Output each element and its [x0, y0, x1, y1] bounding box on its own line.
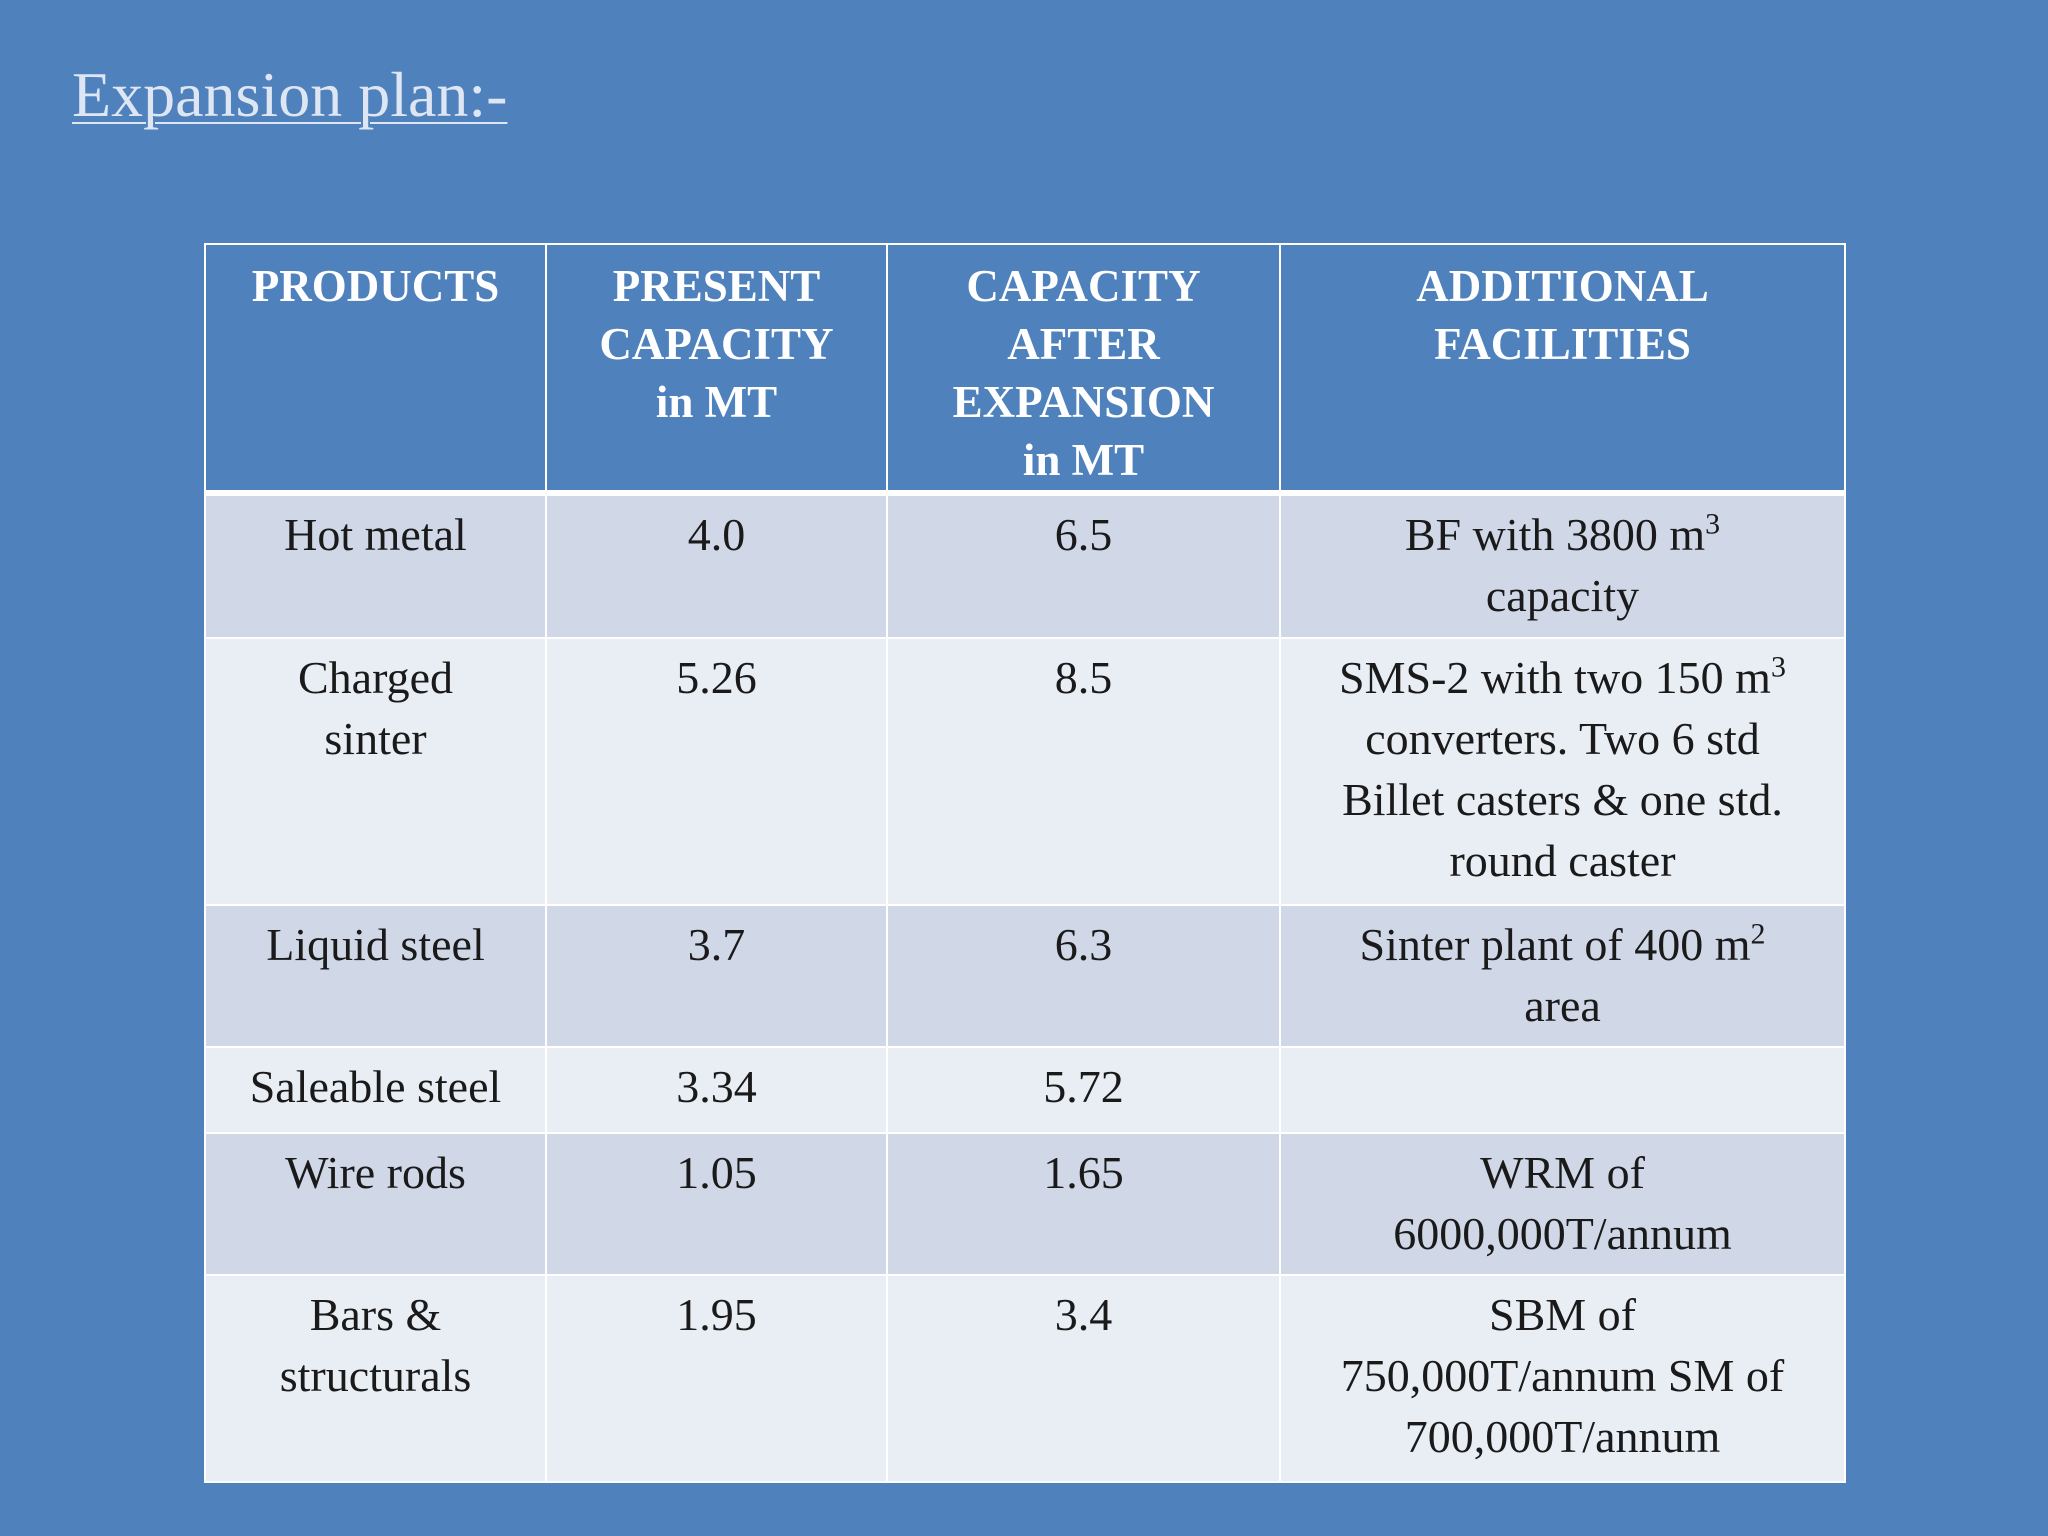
product-name: Hot metal [284, 509, 467, 560]
header-products: PRODUCTS [204, 243, 547, 496]
product-name: Charged [297, 651, 453, 703]
table-row: Charged sinter 5.26 8.5 SMS-2 with two 1… [204, 636, 1846, 906]
product-cell: Wire rods [204, 1131, 547, 1277]
present-capacity-value: 3.34 [676, 1061, 757, 1113]
facilities-cell: SMS-2 with two 150 m3 converters. Two 6 … [1279, 636, 1846, 906]
facilities-line: Sinter plant of 400 m [1359, 918, 1751, 970]
product-name-line-2: structurals [279, 1350, 472, 1402]
product-cell: Charged sinter [204, 636, 547, 906]
header-after-line-2: AFTER [1007, 319, 1160, 369]
product-cell: Liquid steel [204, 903, 547, 1049]
after-capacity-cell: 5.72 [886, 1046, 1281, 1134]
header-after-line-3: EXPANSION [952, 377, 1215, 427]
facilities-line: round caster [1449, 834, 1676, 886]
facilities-line: capacity [1485, 570, 1640, 621]
present-capacity-cell: 3.7 [545, 903, 888, 1049]
header-additional-line-1: ADDITIONAL [1416, 261, 1709, 311]
facilities-cell: BF with 3800 m3 capacity [1279, 492, 1846, 639]
table-row: Saleable steel 3.34 5.72 [204, 1046, 1846, 1134]
product-cell: Bars & structurals [204, 1274, 547, 1483]
header-after-line-1: CAPACITY [966, 261, 1201, 311]
present-capacity-value: 1.95 [676, 1289, 757, 1341]
after-capacity-cell: 8.5 [886, 636, 1281, 906]
product-name: Saleable steel [249, 1061, 502, 1113]
present-capacity-cell: 1.05 [545, 1131, 888, 1277]
header-capacity-after-expansion: CAPACITY AFTER EXPANSION in MT [886, 243, 1281, 496]
after-capacity-cell: 3.4 [886, 1274, 1281, 1483]
unit-superscript: 3 [1770, 650, 1786, 684]
header-after-line-4: in MT [1022, 435, 1145, 485]
present-capacity-value: 4.0 [687, 509, 746, 560]
facilities-line: 750,000T/annum SM of [1340, 1350, 1785, 1402]
header-additional-line-2: FACILITIES [1434, 319, 1691, 369]
header-present-capacity: PRESENT CAPACITY in MT [545, 243, 888, 496]
facilities-line: BF with 3800 m [1404, 509, 1706, 560]
slide-title: Expansion plan:- [72, 59, 508, 130]
header-present-line-2: CAPACITY [599, 319, 834, 369]
facilities-cell-empty [1279, 1046, 1846, 1134]
facilities-cell: WRM of 6000,000T/annum [1279, 1131, 1846, 1277]
unit-superscript: 2 [1750, 917, 1766, 951]
product-name-line-2: sinter [324, 712, 427, 764]
after-capacity-value: 3.4 [1054, 1289, 1113, 1341]
table-header-row: PRODUCTS PRESENT CAPACITY in MT CAPACITY… [204, 243, 1846, 496]
table-row: Hot metal 4.0 6.5 BF with 3800 m3 capaci… [204, 492, 1846, 639]
table-row: Liquid steel 3.7 6.3 Sinter plant of 400… [204, 903, 1846, 1049]
expansion-plan-table: PRODUCTS PRESENT CAPACITY in MT CAPACITY… [204, 243, 1846, 1483]
facilities-cell: Sinter plant of 400 m2 area [1279, 903, 1846, 1049]
after-capacity-cell: 1.65 [886, 1131, 1281, 1277]
facilities-line: WRM of [1480, 1146, 1645, 1198]
table-row: Wire rods 1.05 1.65 WRM of 6000,000T/ann… [204, 1131, 1846, 1277]
product-name: Liquid steel [266, 918, 485, 970]
after-capacity-cell: 6.5 [886, 492, 1281, 639]
header-products-label: PRODUCTS [251, 261, 500, 311]
after-capacity-value: 1.65 [1043, 1146, 1124, 1198]
header-additional-facilities: ADDITIONAL FACILITIES [1279, 243, 1846, 496]
facilities-line: 6000,000T/annum [1393, 1207, 1732, 1259]
present-capacity-value: 1.05 [676, 1146, 757, 1198]
facilities-line: converters. Two 6 std [1365, 712, 1760, 764]
table-row: Bars & structurals 1.95 3.4 SBM of 750,0… [204, 1274, 1846, 1483]
product-name: Wire rods [285, 1146, 466, 1198]
header-present-line-3: in MT [655, 377, 778, 427]
present-capacity-cell: 5.26 [545, 636, 888, 906]
after-capacity-cell: 6.3 [886, 903, 1281, 1049]
facilities-cell: SBM of 750,000T/annum SM of 700,000T/ann… [1279, 1274, 1846, 1483]
facilities-line: Billet casters & one std. [1342, 773, 1783, 825]
after-capacity-value: 5.72 [1043, 1061, 1124, 1113]
header-present-line-1: PRESENT [612, 261, 821, 311]
present-capacity-value: 3.7 [687, 918, 746, 970]
product-cell: Saleable steel [204, 1046, 547, 1134]
present-capacity-cell: 3.34 [545, 1046, 888, 1134]
unit-superscript: 3 [1705, 507, 1721, 541]
product-name: Bars & [309, 1289, 442, 1341]
facilities-line: SMS-2 with two 150 m [1339, 651, 1771, 703]
after-capacity-value: 8.5 [1054, 651, 1113, 703]
after-capacity-value: 6.3 [1054, 918, 1113, 970]
facilities-line: 700,000T/annum [1404, 1411, 1721, 1463]
present-capacity-value: 5.26 [676, 651, 757, 703]
product-cell: Hot metal [204, 492, 547, 639]
present-capacity-cell: 1.95 [545, 1274, 888, 1483]
after-capacity-value: 6.5 [1054, 509, 1113, 560]
facilities-line: area [1524, 979, 1601, 1031]
present-capacity-cell: 4.0 [545, 492, 888, 639]
facilities-line: SBM of [1489, 1289, 1636, 1341]
